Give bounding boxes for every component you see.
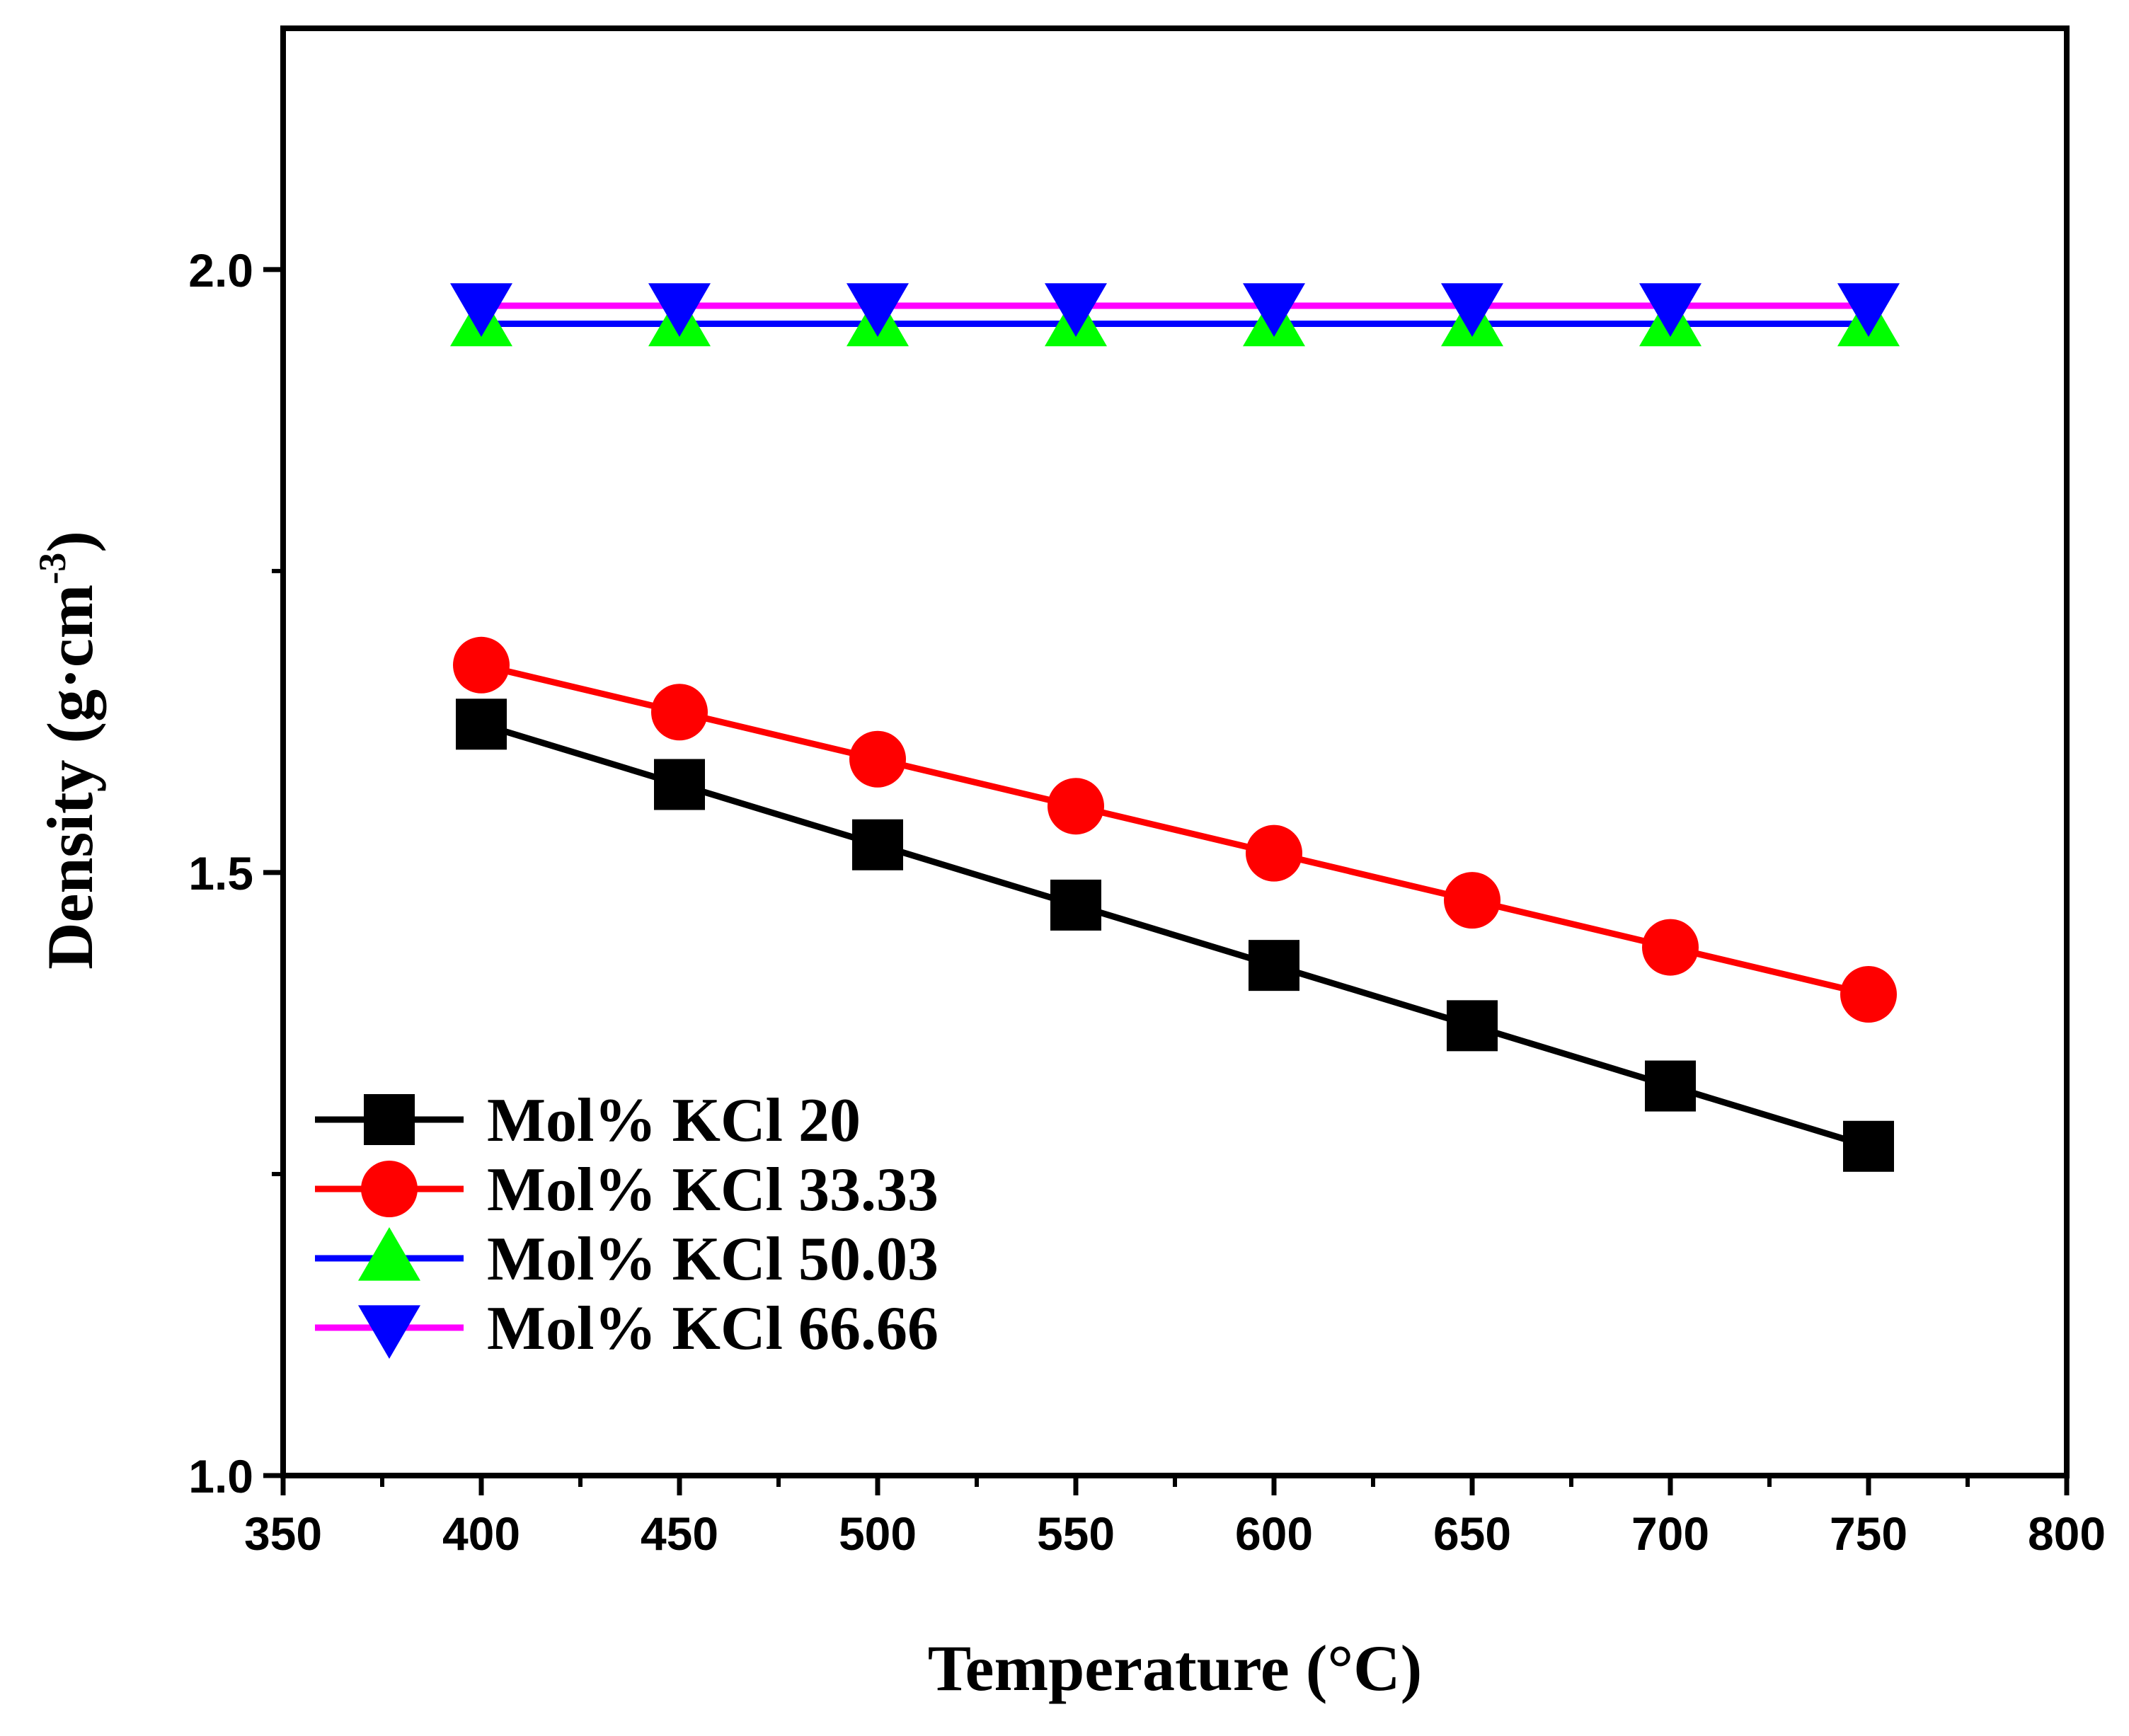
data-point xyxy=(1050,879,1101,931)
data-point xyxy=(1843,1120,1894,1172)
data-point xyxy=(1444,872,1500,929)
data-point xyxy=(1837,283,1900,337)
series-line xyxy=(480,720,1870,1150)
series-4-markers xyxy=(450,283,1900,337)
legend-label: Mol% KCl 20 xyxy=(487,1086,861,1155)
data-point xyxy=(847,283,909,337)
ticks-layer: 350 400 450 500 550 600 650 700 750 800 1.0 1.5 2.0 xyxy=(188,244,2106,1560)
x-tick-label: 400 xyxy=(442,1507,520,1560)
x-tick-label: 450 xyxy=(641,1507,718,1560)
y-tick-label: 1.5 xyxy=(188,847,253,899)
data-point xyxy=(450,283,512,337)
data-point xyxy=(1447,1000,1498,1052)
legend-marker xyxy=(358,1227,420,1281)
y-axis-title-close: ) xyxy=(34,531,106,553)
data-point xyxy=(1243,283,1305,337)
legend-item: Mol% KCl 20 xyxy=(315,1086,861,1155)
y-axis-title: Density (g·cm-3) xyxy=(31,531,106,970)
data-point xyxy=(1045,283,1107,337)
x-tick-label: 650 xyxy=(1433,1507,1511,1560)
data-point xyxy=(1249,940,1299,991)
y-axis-title-text: Density (g·cm-3) xyxy=(31,531,106,970)
x-tick-label: 700 xyxy=(1631,1507,1709,1560)
legend-marker xyxy=(361,1161,418,1217)
series-layer xyxy=(450,283,1900,1172)
legend-item: Mol% KCl 33.33 xyxy=(315,1156,939,1224)
x-tick-label: 800 xyxy=(2028,1507,2106,1560)
series-1 xyxy=(480,720,1870,1150)
data-point xyxy=(456,699,507,750)
x-tick-label: 500 xyxy=(839,1507,917,1560)
x-axis-title: Temperature (°C) xyxy=(928,1632,1423,1704)
x-tick-label: 350 xyxy=(244,1507,322,1560)
data-point xyxy=(849,730,906,788)
y-axis-title-sup: -3 xyxy=(31,553,74,585)
data-point xyxy=(453,636,510,694)
legend-item: Mol% KCl 50.03 xyxy=(315,1225,939,1294)
series-1-markers xyxy=(456,699,1894,1172)
y-tick-label: 2.0 xyxy=(188,244,253,297)
data-point xyxy=(1645,1060,1696,1112)
series-line xyxy=(480,662,1870,998)
legend-label: Mol% KCl 33.33 xyxy=(487,1156,939,1224)
series-2 xyxy=(480,662,1870,998)
data-point xyxy=(1048,778,1104,835)
data-point xyxy=(1840,966,1897,1023)
data-point xyxy=(651,684,708,741)
legend-marker xyxy=(358,1305,420,1359)
x-tick-label: 600 xyxy=(1235,1507,1313,1560)
series-2-markers xyxy=(453,636,1897,1023)
x-tick-label: 550 xyxy=(1037,1507,1115,1560)
data-point xyxy=(1642,919,1699,976)
legend-marker xyxy=(364,1094,415,1145)
legend-label: Mol% KCl 50.03 xyxy=(487,1225,939,1294)
y-tick-label: 1.0 xyxy=(188,1450,253,1502)
data-point xyxy=(654,759,705,810)
data-point xyxy=(1246,824,1302,882)
data-point xyxy=(648,283,711,337)
legend-item: Mol% KCl 66.66 xyxy=(315,1294,939,1363)
x-tick-label: 750 xyxy=(1830,1507,1907,1560)
data-point xyxy=(852,819,903,870)
legend-label: Mol% KCl 66.66 xyxy=(487,1294,939,1363)
y-axis-title-main: Density (g·cm xyxy=(34,585,106,970)
data-point xyxy=(1441,283,1503,337)
data-point xyxy=(1639,283,1702,337)
